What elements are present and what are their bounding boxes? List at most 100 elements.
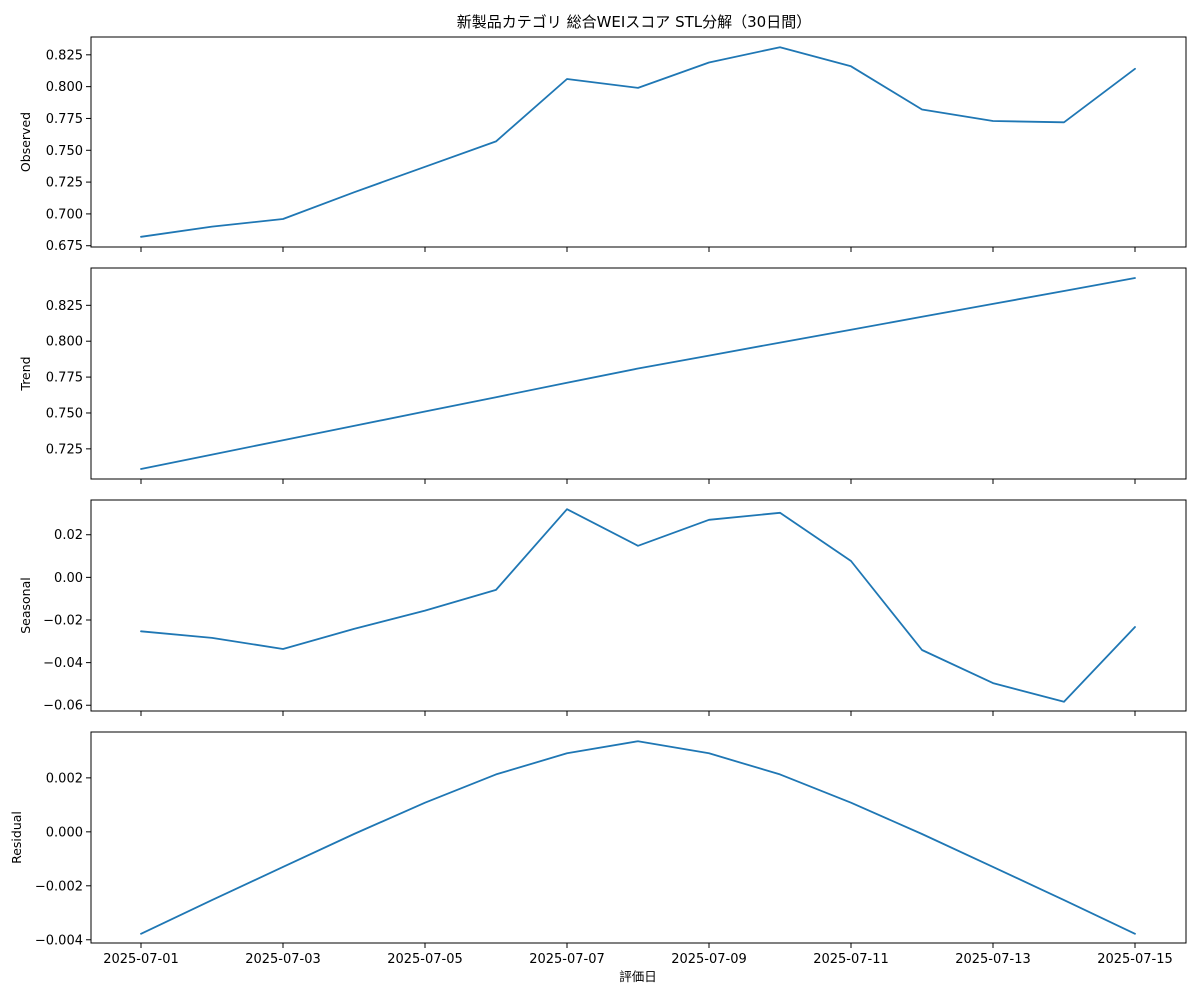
- y-tick-label-0-0: 0.675: [46, 239, 83, 254]
- y-tick-label-2-1: −0.04: [43, 656, 83, 671]
- data-point-observed-12: [991, 119, 995, 123]
- data-point-observed-6: [565, 77, 569, 81]
- y-tick-label-3-3: 0.002: [46, 771, 83, 786]
- y-tick-label-3-0: −0.004: [35, 933, 83, 948]
- data-point-residual-8: [707, 751, 711, 755]
- data-point-observed-8: [707, 60, 711, 64]
- y-tick-label-2-0: −0.06: [43, 699, 83, 714]
- data-point-observed-14: [1133, 67, 1137, 71]
- data-point-residual-3: [352, 832, 356, 836]
- series-line-residual: [140, 740, 1136, 935]
- data-point-trend-2: [281, 438, 285, 442]
- data-point-residual-6: [565, 751, 569, 755]
- data-point-trend-14: [1133, 276, 1137, 280]
- data-point-trend-9: [778, 341, 782, 345]
- y-axis-label-3: Residual: [9, 811, 24, 864]
- data-point-trend-11: [920, 315, 924, 319]
- data-point-trend-4: [423, 410, 427, 414]
- data-point-observed-13: [1062, 120, 1066, 124]
- data-point-observed-10: [849, 64, 853, 68]
- data-point-seasonal-5: [494, 588, 498, 592]
- data-point-residual-7: [636, 739, 640, 743]
- x-tick-label-1: 2025-07-03: [245, 952, 321, 967]
- panel-frame-1: [90, 267, 1187, 480]
- data-point-residual-2: [281, 865, 285, 869]
- y-tick-label-0-3: 0.750: [46, 144, 83, 159]
- data-point-observed-4: [423, 165, 427, 169]
- data-point-residual-0: [139, 932, 143, 936]
- data-point-residual-4: [423, 801, 427, 805]
- y-tick-label-0-2: 0.725: [46, 176, 83, 191]
- x-axis-label: 評価日: [619, 969, 657, 984]
- chart-title: 新製品カテゴリ 総合WEIスコア STL分解（30日間）: [457, 13, 811, 31]
- data-point-seasonal-10: [849, 559, 853, 563]
- y-tick-label-3-1: −0.002: [35, 879, 83, 894]
- data-point-seasonal-7: [636, 544, 640, 548]
- y-tick-label-2-2: −0.02: [43, 613, 83, 628]
- data-point-observed-0: [139, 235, 143, 239]
- data-point-observed-11: [920, 108, 924, 112]
- data-point-trend-13: [1062, 289, 1066, 293]
- y-tick-label-0-4: 0.775: [46, 112, 83, 127]
- series-line-trend: [140, 277, 1136, 470]
- data-point-trend-10: [849, 328, 853, 332]
- data-point-residual-12: [991, 865, 995, 869]
- data-point-observed-5: [494, 139, 498, 143]
- series-line-seasonal: [140, 508, 1136, 703]
- data-point-trend-5: [494, 395, 498, 399]
- y-tick-label-2-3: 0.00: [54, 571, 83, 586]
- data-point-seasonal-9: [778, 511, 782, 515]
- data-point-trend-6: [565, 381, 569, 385]
- data-point-trend-12: [991, 302, 995, 306]
- panel-frame-0: [90, 36, 1187, 248]
- data-point-residual-5: [494, 772, 498, 776]
- data-point-trend-1: [210, 453, 214, 457]
- data-point-seasonal-14: [1133, 625, 1137, 629]
- series-line-observed: [140, 46, 1136, 238]
- data-point-observed-2: [281, 217, 285, 221]
- data-point-seasonal-0: [139, 629, 143, 633]
- data-point-residual-13: [1062, 898, 1066, 902]
- data-point-residual-14: [1133, 932, 1137, 936]
- data-point-observed-7: [636, 86, 640, 90]
- data-point-observed-9: [778, 45, 782, 49]
- data-point-seasonal-13: [1062, 700, 1066, 704]
- data-point-observed-1: [210, 225, 214, 229]
- x-tick-label-2: 2025-07-05: [387, 952, 463, 967]
- data-point-residual-11: [920, 832, 924, 836]
- x-tick-label-5: 2025-07-11: [813, 952, 889, 967]
- y-tick-label-0-5: 0.800: [46, 80, 83, 95]
- x-tick-label-4: 2025-07-09: [671, 952, 747, 967]
- data-point-residual-1: [210, 898, 214, 902]
- x-tick-label-7: 2025-07-15: [1097, 952, 1173, 967]
- data-point-seasonal-6: [565, 507, 569, 511]
- data-point-seasonal-3: [352, 627, 356, 631]
- panels-group: 0.675 0.700 0.725 0.750 0.775 0.800 0.825 Obser…: [9, 36, 1187, 967]
- y-tick-label-0-1: 0.700: [46, 207, 83, 222]
- data-point-seasonal-11: [920, 648, 924, 652]
- y-axis-label-1: Trend: [18, 356, 33, 391]
- y-tick-label-0-6: 0.825: [46, 48, 83, 63]
- y-tick-label-1-2: 0.775: [46, 371, 83, 386]
- y-tick-label-1-4: 0.825: [46, 299, 83, 314]
- panel-frame-2: [90, 499, 1187, 712]
- data-point-trend-7: [636, 366, 640, 370]
- data-point-seasonal-12: [991, 681, 995, 685]
- panel-frame-3: [90, 731, 1187, 944]
- data-point-seasonal-8: [707, 518, 711, 522]
- y-tick-label-1-0: 0.725: [46, 442, 83, 457]
- data-point-observed-3: [352, 190, 356, 194]
- y-tick-label-1-1: 0.750: [46, 406, 83, 421]
- y-axis-label-2: Seasonal: [18, 577, 33, 634]
- data-point-trend-3: [352, 424, 356, 428]
- x-tick-label-0: 2025-07-01: [103, 952, 179, 967]
- data-point-seasonal-1: [210, 636, 214, 640]
- data-point-seasonal-2: [281, 647, 285, 651]
- y-tick-label-2-4: 0.02: [54, 528, 83, 543]
- data-point-residual-9: [778, 772, 782, 776]
- x-tick-label-3: 2025-07-07: [529, 952, 605, 967]
- data-point-trend-8: [707, 354, 711, 358]
- data-point-trend-0: [139, 467, 143, 471]
- x-tick-label-6: 2025-07-13: [955, 952, 1031, 967]
